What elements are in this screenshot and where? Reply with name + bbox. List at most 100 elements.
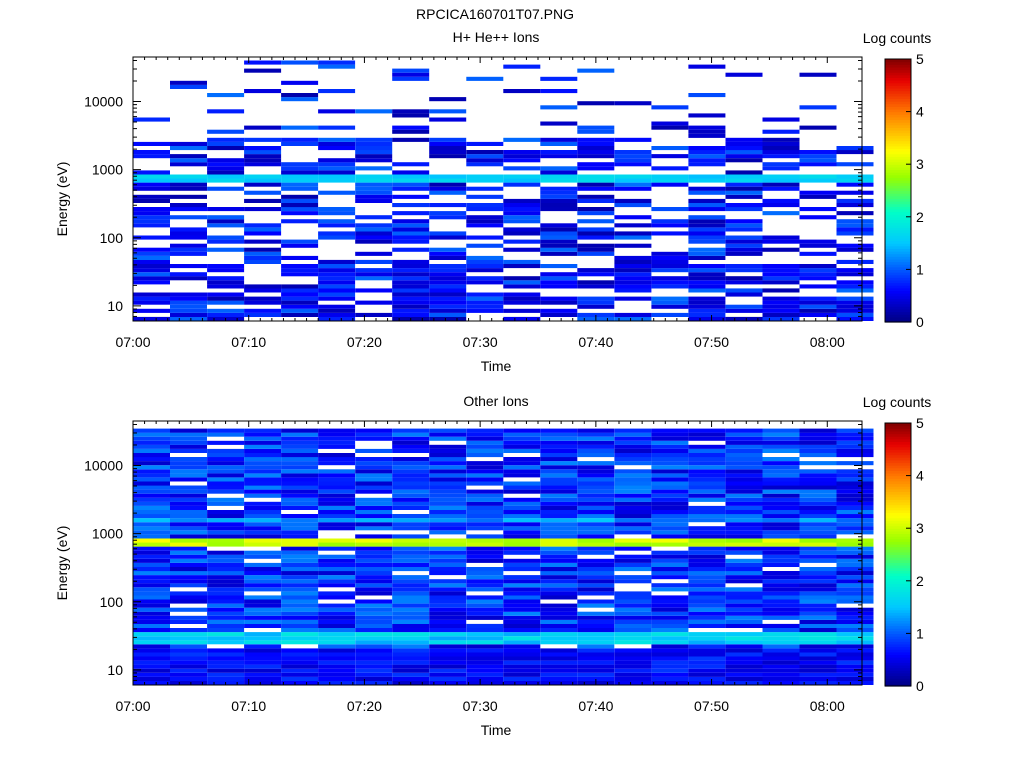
heatmap-cell	[133, 680, 170, 685]
colorbar-frame	[884, 422, 912, 687]
heatmap-cell	[466, 587, 504, 592]
heatmap-cell	[688, 632, 726, 637]
heatmap-cell	[392, 664, 430, 669]
heatmap-cell	[170, 207, 207, 212]
heatmap-cell	[429, 644, 467, 649]
heatmap-cell	[318, 190, 356, 195]
heatmap-cell	[836, 640, 874, 645]
heatmap-cell	[392, 259, 430, 264]
heatmap-cell	[466, 203, 504, 208]
heatmap-cell	[355, 259, 393, 264]
heatmap-cell	[688, 316, 726, 321]
heatmap-cell	[836, 198, 874, 203]
heatmap-cell	[133, 514, 170, 519]
heatmap-cell	[466, 194, 504, 199]
colorbar-swatch	[885, 69, 911, 73]
heatmap-cell	[466, 300, 504, 305]
heatmap-cell	[133, 174, 170, 179]
colorbar-swatch	[885, 596, 911, 600]
heatmap-cell	[725, 436, 763, 441]
heatmap-cell	[688, 223, 726, 228]
colorbar-swatch	[885, 59, 911, 63]
colorbar-swatch	[885, 423, 911, 427]
colorbar-swatch	[885, 528, 911, 532]
heatmap-cell	[429, 628, 467, 633]
heatmap-cell	[133, 308, 170, 313]
heatmap-cell	[688, 534, 726, 539]
heatmap-cell	[651, 668, 689, 673]
heatmap-cell	[318, 485, 356, 490]
heatmap-cell	[725, 530, 763, 535]
heatmap-cell	[318, 542, 356, 547]
heatmap-cell	[429, 296, 467, 301]
heatmap-cell	[355, 158, 393, 163]
heatmap-cell	[799, 272, 837, 277]
colorbar-swatch	[885, 620, 911, 624]
heatmap-cell	[503, 546, 541, 551]
colorbar-swatch	[885, 282, 911, 286]
heatmap-cell	[429, 109, 467, 114]
colorbar-tick-label: 1	[916, 261, 924, 277]
heatmap-cell	[836, 530, 874, 535]
heatmap-cell	[614, 461, 652, 466]
heatmap-cell	[540, 489, 578, 494]
heatmap-cell	[688, 644, 726, 649]
heatmap-cell	[577, 587, 615, 592]
heatmap-cell	[836, 501, 874, 506]
heatmap-cell	[244, 636, 282, 641]
heatmap-cell	[318, 109, 356, 114]
heatmap-cell	[429, 174, 467, 179]
heatmap-cell	[836, 672, 874, 677]
heatmap-cell	[688, 276, 726, 281]
heatmap-cell	[762, 288, 800, 293]
heatmap-cell	[429, 473, 467, 478]
heatmap-cell	[244, 623, 282, 628]
heatmap-cell	[725, 247, 763, 252]
heatmap-cell	[207, 538, 245, 543]
heatmap-cell	[799, 207, 837, 212]
heatmap-cell	[318, 304, 356, 309]
heatmap-cell	[762, 436, 800, 441]
colorbar-swatch	[885, 145, 911, 150]
heatmap-cell	[836, 660, 874, 665]
heatmap-cell	[466, 623, 504, 628]
heatmap-cell	[429, 304, 467, 309]
heatmap-cell	[133, 141, 170, 146]
heatmap-cell	[318, 141, 356, 146]
heatmap-cell	[577, 300, 615, 305]
heatmap-cell	[651, 522, 689, 527]
heatmap-cell	[281, 308, 319, 313]
heatmap-cell	[688, 595, 726, 600]
heatmap-cell	[133, 215, 170, 220]
heatmap-cell	[725, 223, 763, 228]
heatmap-cell	[392, 76, 430, 81]
heatmap-cell	[503, 538, 541, 543]
heatmap-cell	[466, 453, 504, 458]
heatmap-cell	[392, 276, 430, 281]
heatmap-cell	[540, 440, 578, 445]
colorbar-swatch	[885, 509, 911, 514]
y-tick-label: 1000	[92, 526, 123, 542]
heatmap-cell	[614, 137, 652, 142]
heatmap-cell	[762, 538, 800, 543]
heatmap-cell	[725, 186, 763, 191]
heatmap-cell	[429, 493, 467, 498]
heatmap-cell	[281, 636, 319, 641]
heatmap-cell	[133, 432, 170, 437]
heatmap-cell	[762, 623, 800, 628]
heatmap-cell	[281, 300, 319, 305]
heatmap-cell	[355, 150, 393, 155]
heatmap-cell	[614, 591, 652, 596]
colorbar-swatch	[885, 290, 911, 294]
heatmap-cell	[244, 154, 282, 159]
heatmap-cell	[170, 534, 207, 539]
heatmap-cell	[688, 312, 726, 317]
heatmap-cell	[799, 636, 837, 641]
heatmap-cell	[577, 469, 615, 474]
heatmap-cell	[836, 296, 874, 301]
heatmap-cell	[133, 648, 170, 653]
heatmap-cell	[429, 292, 467, 297]
heatmap-cell	[577, 619, 615, 624]
heatmap-cell	[577, 219, 615, 224]
heatmap-cell	[170, 436, 207, 441]
